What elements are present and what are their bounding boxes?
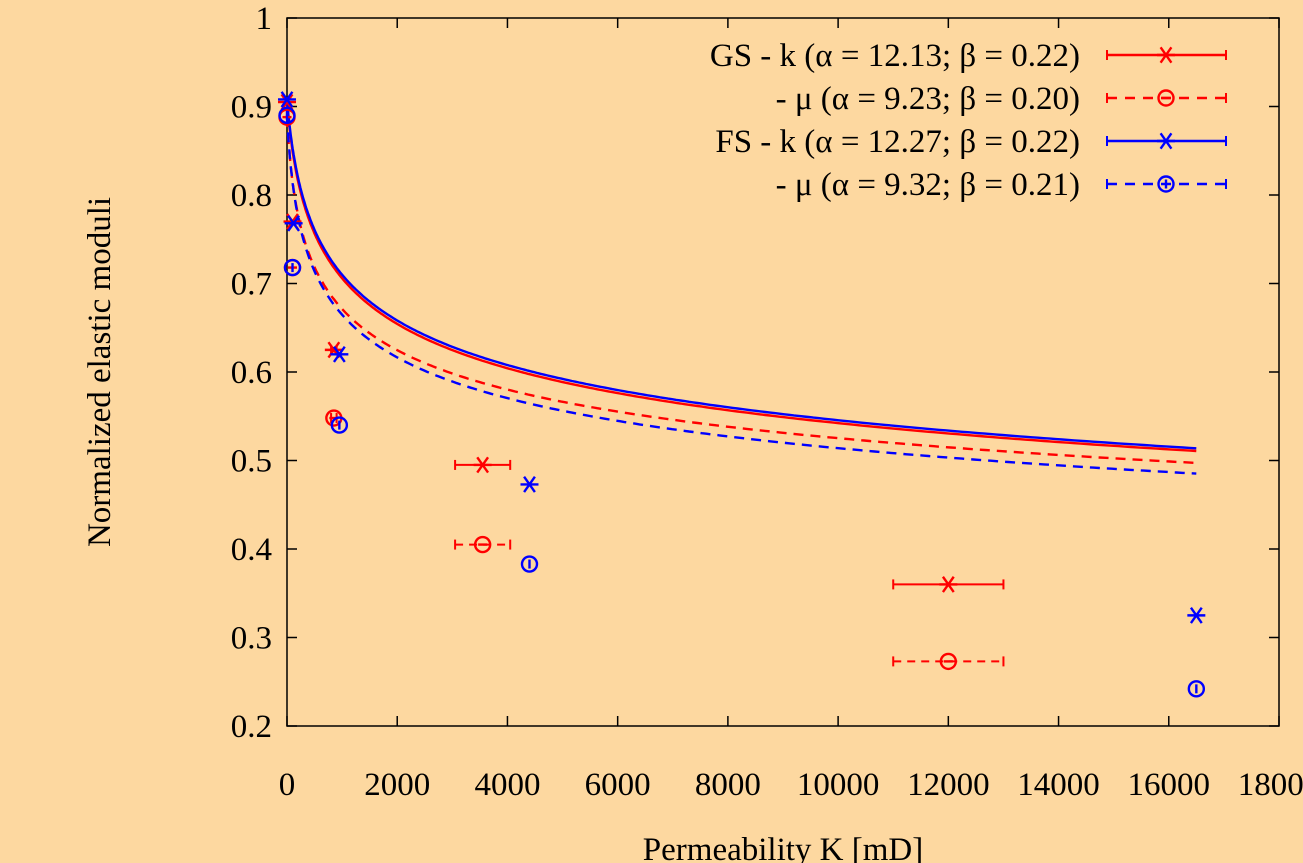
x-tick-label: 10000 bbox=[797, 767, 880, 803]
data-point bbox=[892, 576, 1005, 593]
x-tick-label: 0 bbox=[279, 767, 296, 803]
data-point bbox=[1187, 607, 1206, 624]
x-tick-label: 14000 bbox=[1017, 767, 1100, 803]
marker-stroke bbox=[280, 91, 294, 108]
data-point bbox=[278, 93, 296, 111]
legend-marker bbox=[1157, 89, 1175, 107]
data-point bbox=[1187, 680, 1206, 698]
y-tick-label: 0.8 bbox=[231, 178, 272, 214]
legend-marker bbox=[1157, 46, 1175, 64]
data-point bbox=[454, 535, 512, 554]
marker-stroke bbox=[1159, 132, 1173, 150]
marker-stroke bbox=[332, 345, 346, 363]
data-point bbox=[278, 106, 296, 125]
marker-circle bbox=[473, 535, 492, 554]
marker-circle bbox=[1157, 89, 1175, 107]
y-tick-label: 0.2 bbox=[231, 709, 272, 745]
axis-ticks: 0 2000 4000 6000 8000 10000 12000 14000 16000 180… bbox=[231, 1, 1303, 803]
marker-stroke bbox=[280, 93, 294, 111]
y-tick-label: 0.5 bbox=[231, 444, 272, 480]
marker-circle bbox=[278, 106, 296, 125]
x-tick-label: 12000 bbox=[907, 767, 990, 803]
marker-stroke bbox=[327, 341, 341, 359]
data-point bbox=[520, 476, 539, 493]
data-point bbox=[892, 652, 1005, 671]
fit-curves bbox=[285, 99, 1197, 475]
fit-curve-2 bbox=[285, 99, 1197, 450]
fit-curve-3 bbox=[285, 115, 1197, 475]
y-tick-label: 0.4 bbox=[231, 532, 272, 568]
x-tick-label: 6000 bbox=[585, 767, 651, 803]
data-point bbox=[520, 555, 539, 573]
data-point bbox=[330, 416, 349, 434]
marker-circle bbox=[1157, 175, 1175, 193]
marker-stroke bbox=[1159, 46, 1173, 64]
legend: GS - k (α = 12.13; β = 0.22) - μ (α = 9.2… bbox=[710, 38, 1227, 203]
x-axis-label: Permeability K [mD] bbox=[643, 832, 923, 863]
marker-stroke bbox=[1189, 607, 1203, 624]
legend-label: - μ (α = 9.32; β = 0.21) bbox=[776, 167, 1080, 203]
y-tick-label: 0.6 bbox=[231, 355, 272, 391]
y-tick-label: 1 bbox=[256, 1, 273, 37]
marker-stroke bbox=[287, 214, 300, 232]
data-point bbox=[278, 91, 296, 108]
x-tick-label: 16000 bbox=[1128, 767, 1211, 803]
legend-marker bbox=[1157, 175, 1175, 193]
y-tick-label: 0.7 bbox=[231, 267, 272, 303]
marker-circle bbox=[330, 416, 349, 434]
data-markers bbox=[278, 91, 1206, 698]
y-tick-label: 0.3 bbox=[231, 621, 272, 657]
marker-circle bbox=[283, 258, 302, 277]
data-point bbox=[330, 345, 349, 363]
data-point bbox=[454, 456, 512, 474]
marker-stroke bbox=[523, 476, 536, 493]
marker-stroke bbox=[941, 576, 955, 593]
data-point bbox=[284, 214, 303, 232]
data-point bbox=[283, 258, 302, 277]
legend-label: - μ (α = 9.23; β = 0.20) bbox=[776, 81, 1080, 117]
y-axis-label: Normalized elastic moduli bbox=[82, 197, 118, 547]
marker-circle bbox=[1187, 680, 1206, 698]
legend-marker bbox=[1157, 132, 1175, 150]
marker-circle bbox=[520, 555, 539, 573]
marker-circle bbox=[939, 652, 958, 671]
legend-label: GS - k (α = 12.13; β = 0.22) bbox=[710, 38, 1080, 74]
y-tick-label: 0.9 bbox=[231, 90, 272, 126]
x-tick-label: 8000 bbox=[695, 767, 761, 803]
x-tick-label: 4000 bbox=[474, 767, 540, 803]
x-tick-label: 2000 bbox=[364, 767, 430, 803]
marker-stroke bbox=[476, 456, 490, 474]
legend-label: FS - k (α = 12.27; β = 0.22) bbox=[715, 124, 1080, 160]
